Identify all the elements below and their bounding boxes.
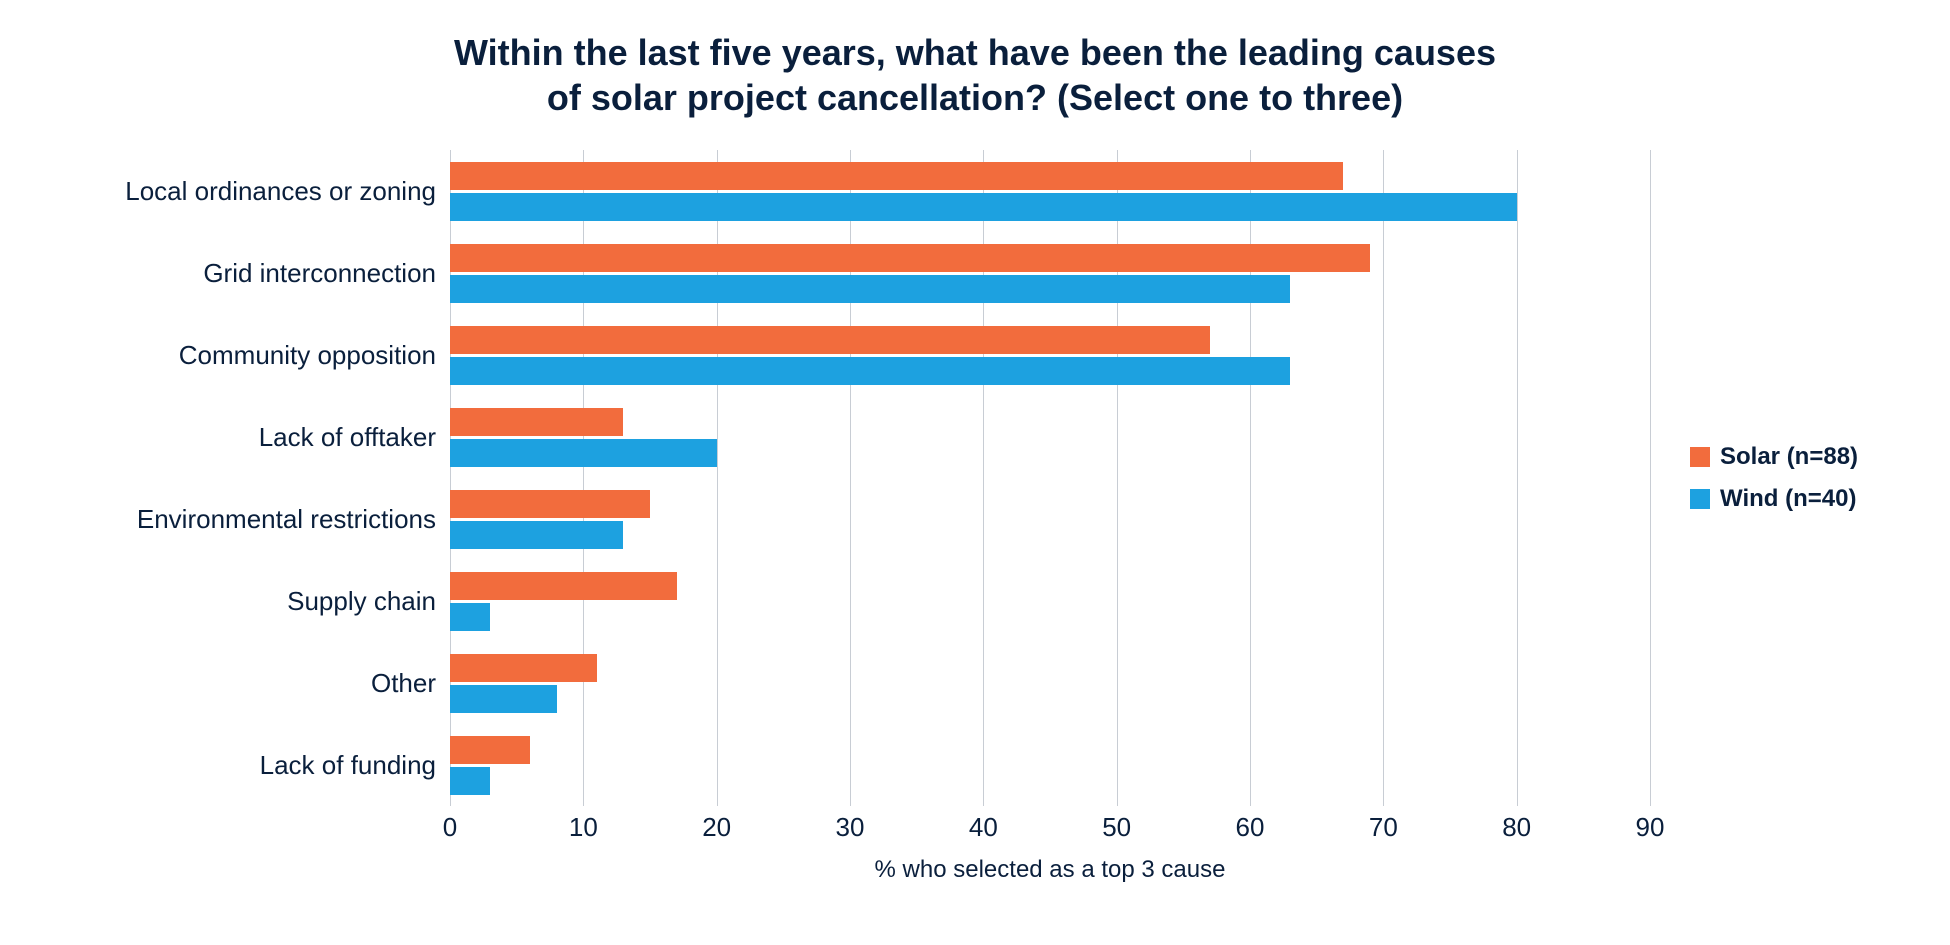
x-tick-label: 20 bbox=[702, 812, 731, 843]
bar-wind bbox=[450, 275, 1290, 303]
bar-solar bbox=[450, 408, 623, 436]
chart-title: Within the last five years, what have be… bbox=[60, 30, 1890, 120]
bar-wind bbox=[450, 767, 490, 795]
title-line-1: Within the last five years, what have be… bbox=[454, 32, 1496, 73]
bar-group bbox=[450, 560, 1650, 642]
y-axis-label: Other bbox=[60, 642, 450, 724]
bar-wind bbox=[450, 603, 490, 631]
x-tick-label: 10 bbox=[569, 812, 598, 843]
bar-group bbox=[450, 478, 1650, 560]
y-axis-labels: Local ordinances or zoningGrid interconn… bbox=[60, 150, 450, 890]
y-axis-label: Community opposition bbox=[60, 314, 450, 396]
chart-body: Local ordinances or zoningGrid interconn… bbox=[60, 150, 1890, 890]
bar-group bbox=[450, 150, 1650, 232]
chart-container: Within the last five years, what have be… bbox=[0, 0, 1950, 945]
bar-wind bbox=[450, 439, 717, 467]
x-axis-title: % who selected as a top 3 cause bbox=[450, 856, 1650, 884]
bar-solar bbox=[450, 326, 1210, 354]
bar-group bbox=[450, 724, 1650, 806]
x-tick-label: 90 bbox=[1636, 812, 1665, 843]
x-tick-label: 60 bbox=[1236, 812, 1265, 843]
y-axis-label: Lack of offtaker bbox=[60, 396, 450, 478]
bar-group bbox=[450, 232, 1650, 314]
legend-label: Solar (n=88) bbox=[1720, 443, 1858, 471]
x-tick-label: 30 bbox=[836, 812, 865, 843]
bar-solar bbox=[450, 244, 1370, 272]
bar-solar bbox=[450, 490, 650, 518]
bar-wind bbox=[450, 521, 623, 549]
bar-wind bbox=[450, 357, 1290, 385]
x-tick-label: 80 bbox=[1502, 812, 1531, 843]
bar-group bbox=[450, 314, 1650, 396]
plot-area: 0102030405060708090 % who selected as a … bbox=[450, 150, 1650, 890]
bar-solar bbox=[450, 162, 1343, 190]
bar-solar bbox=[450, 572, 677, 600]
legend-label: Wind (n=40) bbox=[1720, 485, 1856, 513]
bar-solar bbox=[450, 736, 530, 764]
x-tick-label: 70 bbox=[1369, 812, 1398, 843]
title-line-2: of solar project cancellation? (Select o… bbox=[547, 77, 1403, 118]
y-axis-label: Local ordinances or zoning bbox=[60, 150, 450, 232]
bar-wind bbox=[450, 685, 557, 713]
y-axis-label: Supply chain bbox=[60, 560, 450, 642]
x-tick-label: 50 bbox=[1102, 812, 1131, 843]
legend-item-solar: Solar (n=88) bbox=[1690, 443, 1890, 471]
bars-container bbox=[450, 150, 1650, 890]
grid-line bbox=[1650, 150, 1651, 806]
x-tick-label: 40 bbox=[969, 812, 998, 843]
bar-group bbox=[450, 642, 1650, 724]
y-axis-label: Grid interconnection bbox=[60, 232, 450, 314]
bar-solar bbox=[450, 654, 597, 682]
x-tick-label: 0 bbox=[443, 812, 457, 843]
bar-wind bbox=[450, 193, 1517, 221]
x-axis-ticks: 0102030405060708090 bbox=[450, 812, 1650, 842]
y-axis-label: Lack of funding bbox=[60, 724, 450, 806]
y-axis-label: Environmental restrictions bbox=[60, 478, 450, 560]
bar-group bbox=[450, 396, 1650, 478]
legend-swatch-wind bbox=[1690, 489, 1710, 509]
legend-swatch-solar bbox=[1690, 447, 1710, 467]
legend-item-wind: Wind (n=40) bbox=[1690, 485, 1890, 513]
legend: Solar (n=88) Wind (n=40) bbox=[1650, 150, 1890, 806]
